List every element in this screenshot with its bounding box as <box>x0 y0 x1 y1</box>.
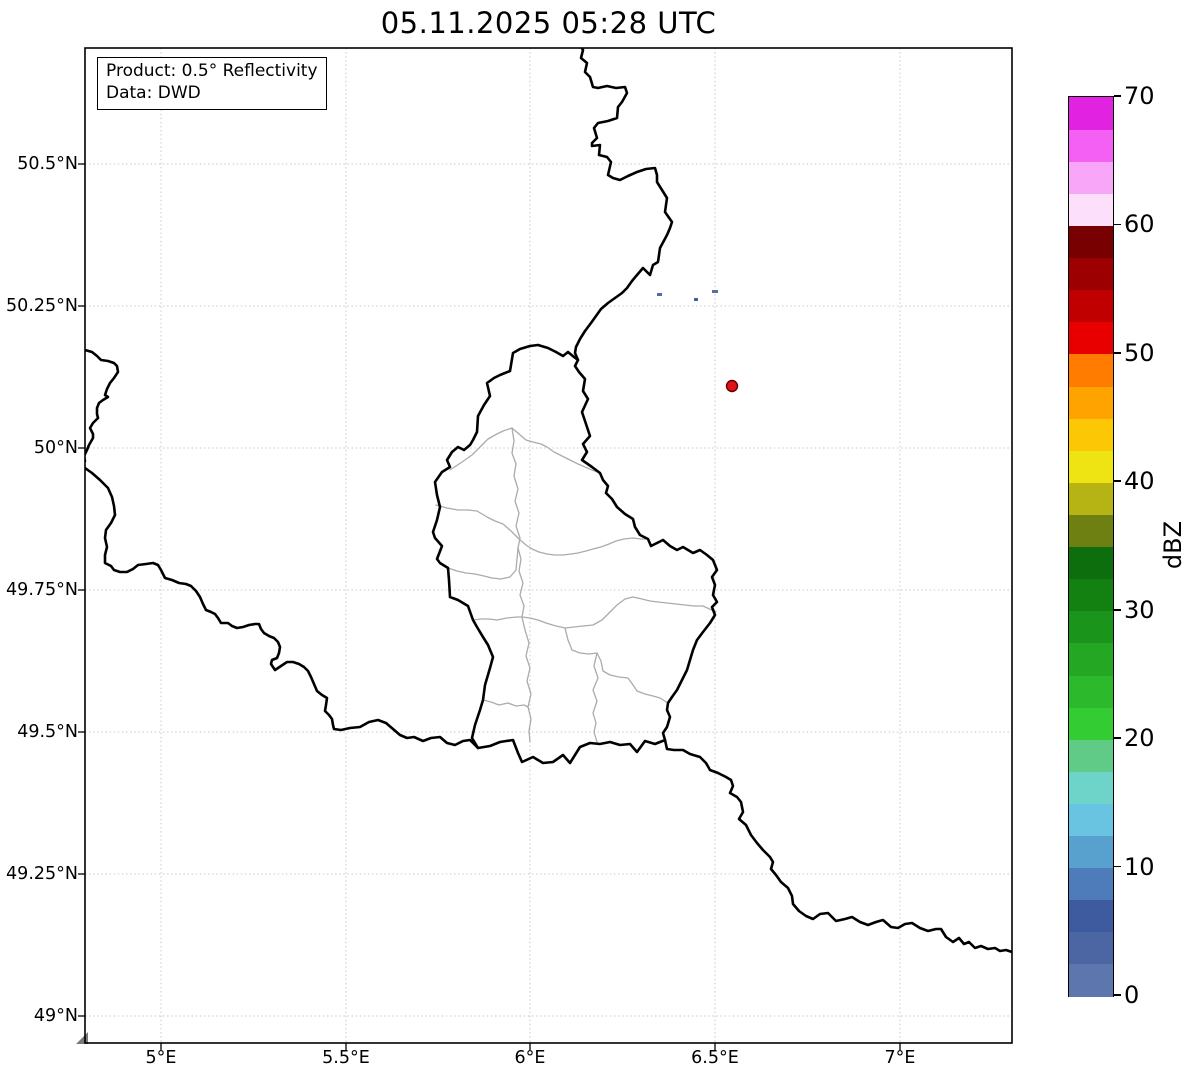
colorbar-segment <box>1069 385 1113 419</box>
admin-border-path <box>521 616 532 743</box>
colorbar-tick-label: 0 <box>1124 981 1140 1009</box>
colorbar-axis-label: dBZ <box>1159 520 1187 570</box>
colorbar-tick <box>1114 608 1121 611</box>
admin-border-path <box>449 427 601 474</box>
product-info-line1: Product: 0.5° Reflectivity <box>106 61 318 81</box>
y-axis-tick-label: 50.25°N <box>6 296 78 316</box>
colorbar-segment <box>1069 803 1113 837</box>
colorbar-segment <box>1069 771 1113 804</box>
y-axis-tick-label: 49.5°N <box>17 722 78 742</box>
country-border-path <box>85 466 480 750</box>
colorbar-tick-label: 60 <box>1124 210 1155 239</box>
country-border-path <box>573 48 674 362</box>
colorbar-tick <box>1114 865 1121 868</box>
colorbar-segment <box>1069 931 1113 965</box>
figure-title: 05.11.2025 05:28 UTC <box>380 6 717 40</box>
colorbar-tick-label: 40 <box>1124 467 1155 496</box>
y-axis-tick-label: 50°N <box>33 438 78 458</box>
colorbar-segment <box>1069 161 1113 194</box>
colorbar-tick-label: 20 <box>1124 724 1155 753</box>
y-axis-tick-label: 50.5°N <box>17 154 78 174</box>
admin-border-path <box>517 547 525 618</box>
colorbar-segment <box>1069 707 1113 740</box>
y-axis-tick-label: 49.75°N <box>6 580 78 600</box>
colorbar-segment <box>1069 963 1113 997</box>
colorbar-segment <box>1069 674 1113 708</box>
country-border-path <box>85 348 120 463</box>
colorbar-segment <box>1069 482 1113 515</box>
colorbar-tick-label: 10 <box>1124 852 1155 881</box>
x-axis-tick-label: 6.5°E <box>691 1048 739 1068</box>
radar-site-marker <box>725 379 739 393</box>
x-axis-tick-label: 5°E <box>145 1048 177 1068</box>
colorbar-segment <box>1069 225 1113 259</box>
map-corner-artifact <box>76 1032 88 1044</box>
colorbar-tick-label: 70 <box>1124 82 1155 110</box>
colorbar-segment <box>1069 610 1113 644</box>
y-axis-tick-label: 49.25°N <box>6 864 78 884</box>
radar-echo-pixel <box>694 298 698 301</box>
admin-border-path <box>592 652 599 743</box>
colorbar-segment <box>1069 450 1113 483</box>
country-border-path <box>663 738 1012 954</box>
admin-border-path <box>447 547 519 580</box>
colorbar-segment <box>1069 289 1113 323</box>
y-axis-tick-label: 49°N <box>33 1006 78 1026</box>
colorbar-tick-label: 50 <box>1124 338 1155 367</box>
colorbar-segment <box>1069 514 1113 548</box>
colorbar-segment <box>1069 739 1113 772</box>
colorbar-segment <box>1069 835 1113 869</box>
plot-frame <box>84 47 1013 1044</box>
colorbar-segment <box>1069 578 1113 612</box>
colorbar-segment <box>1069 899 1113 933</box>
x-axis-tick-label: 6°E <box>514 1048 546 1068</box>
colorbar-segment <box>1069 97 1113 130</box>
colorbar-tick <box>1114 480 1121 483</box>
colorbar-segment <box>1069 257 1113 291</box>
admin-border-path <box>482 699 529 708</box>
x-axis-tick-label: 7°E <box>884 1048 916 1068</box>
colorbar-tick <box>1114 994 1121 996</box>
colorbar-segment <box>1069 193 1113 227</box>
colorbar-segment <box>1069 129 1113 162</box>
colorbar-segment <box>1069 353 1113 387</box>
colorbar-tick <box>1114 223 1121 226</box>
admin-border-path <box>511 427 521 549</box>
product-info-line2: Data: DWD <box>106 83 201 104</box>
radar-echo-pixel <box>657 293 662 296</box>
colorbar-tick <box>1114 352 1121 354</box>
colorbar <box>1068 96 1114 997</box>
colorbar-segment <box>1069 418 1113 451</box>
colorbar-tick <box>1114 95 1121 97</box>
colorbar-segment <box>1069 867 1113 901</box>
colorbar-tick <box>1114 737 1121 739</box>
colorbar-segment <box>1069 642 1113 676</box>
colorbar-segment <box>1069 321 1113 355</box>
colorbar-segment <box>1069 546 1113 580</box>
x-axis-tick-label: 5.5°E <box>322 1048 370 1068</box>
admin-border-path <box>435 504 649 556</box>
product-info-box: Product: 0.5° Reflectivity Data: DWD <box>97 57 327 110</box>
radar-echo-pixel <box>712 290 718 293</box>
country-border-path <box>431 343 719 765</box>
colorbar-tick-label: 30 <box>1124 595 1155 624</box>
admin-border-path <box>564 627 669 704</box>
admin-border-path <box>472 596 717 629</box>
